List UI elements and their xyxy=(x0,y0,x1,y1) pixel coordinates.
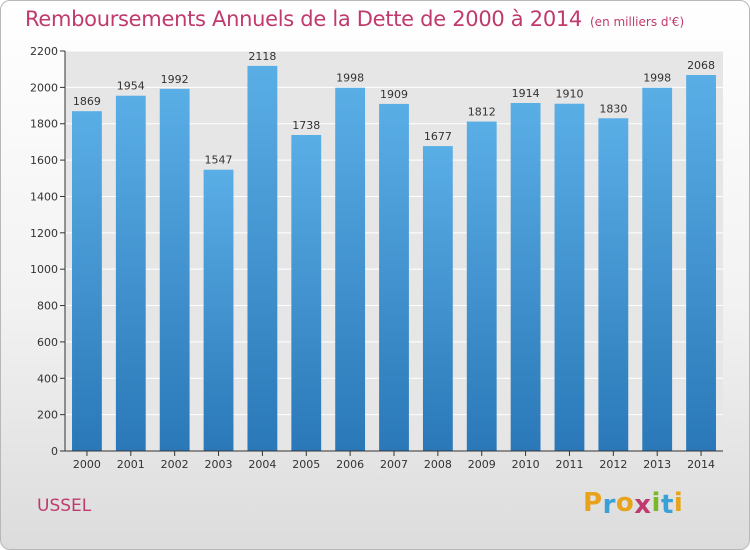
bar xyxy=(686,75,716,451)
x-tick-label: 2007 xyxy=(380,458,408,471)
y-tick-label: 1400 xyxy=(30,190,58,203)
logo-letter: i xyxy=(651,488,661,518)
bar xyxy=(422,146,453,451)
y-tick-label: 1600 xyxy=(30,154,58,167)
chart-title: Remboursements Annuels de la Dette de 20… xyxy=(25,7,684,31)
logo-letter: o xyxy=(615,488,635,518)
bar-value-label: 1998 xyxy=(643,72,671,85)
bar-value-label: 1954 xyxy=(117,80,145,93)
y-tick-label: 200 xyxy=(37,409,58,422)
bar-value-label: 1914 xyxy=(512,87,540,100)
bar xyxy=(466,121,497,451)
logo-letter: i xyxy=(673,488,684,518)
bar xyxy=(247,65,278,451)
proxiti-logo: Proxiti xyxy=(583,488,684,520)
x-tick-label: 2010 xyxy=(512,458,540,471)
y-tick-label: 0 xyxy=(51,445,58,458)
commune-name: USSEL xyxy=(37,496,92,516)
bar xyxy=(291,135,322,451)
y-tick-label: 2200 xyxy=(30,45,58,58)
x-tick-label: 2012 xyxy=(599,458,627,471)
bar-value-label: 1869 xyxy=(73,95,101,108)
y-tick-label: 600 xyxy=(37,336,58,349)
bar xyxy=(72,111,102,451)
bar xyxy=(335,87,366,452)
bar-value-label: 1547 xyxy=(205,154,233,167)
bar-value-label: 1738 xyxy=(292,119,320,132)
y-tick-label: 1200 xyxy=(30,227,58,240)
logo-letter: t xyxy=(660,490,674,520)
x-tick-label: 2002 xyxy=(161,458,189,471)
bar-value-label: 1909 xyxy=(380,88,408,101)
x-tick-label: 2000 xyxy=(73,458,101,471)
bar xyxy=(115,95,146,452)
bar xyxy=(379,103,409,451)
x-tick-label: 2001 xyxy=(117,458,145,471)
y-tick-label: 2000 xyxy=(30,81,58,94)
x-tick-label: 2003 xyxy=(205,458,233,471)
x-tick-label: 2005 xyxy=(292,458,320,471)
logo-letter: P xyxy=(583,488,603,518)
bar xyxy=(598,118,629,451)
bar-value-label: 2068 xyxy=(687,59,715,72)
bar xyxy=(642,87,673,452)
bar-value-label: 1812 xyxy=(468,106,496,119)
bar xyxy=(510,103,541,451)
y-tick-label: 1000 xyxy=(30,263,58,276)
bar-value-label: 1910 xyxy=(555,88,583,101)
x-tick-label: 2009 xyxy=(468,458,496,471)
logo-letter: x xyxy=(634,490,652,520)
bar-value-label: 2118 xyxy=(248,50,276,63)
chart-unit: (en milliers d'€) xyxy=(590,15,685,29)
y-tick-label: 1800 xyxy=(30,118,58,131)
x-tick-label: 2011 xyxy=(555,458,583,471)
bar-value-label: 1998 xyxy=(336,72,364,85)
x-tick-label: 2004 xyxy=(248,458,276,471)
bar-value-label: 1830 xyxy=(599,102,627,115)
x-tick-label: 2008 xyxy=(424,458,452,471)
bar-value-label: 1677 xyxy=(424,130,452,143)
y-tick-label: 800 xyxy=(37,300,58,313)
bar xyxy=(159,88,190,452)
y-tick-label: 400 xyxy=(37,372,58,385)
bar xyxy=(554,103,585,452)
x-tick-label: 2014 xyxy=(687,458,715,471)
chart-title-text: Remboursements Annuels de la Dette de 20… xyxy=(25,7,582,31)
x-tick-label: 2006 xyxy=(336,458,364,471)
bar-value-label: 1992 xyxy=(161,73,189,86)
x-tick-label: 2013 xyxy=(643,458,671,471)
bar xyxy=(203,169,234,451)
logo-letter: r xyxy=(602,490,616,520)
